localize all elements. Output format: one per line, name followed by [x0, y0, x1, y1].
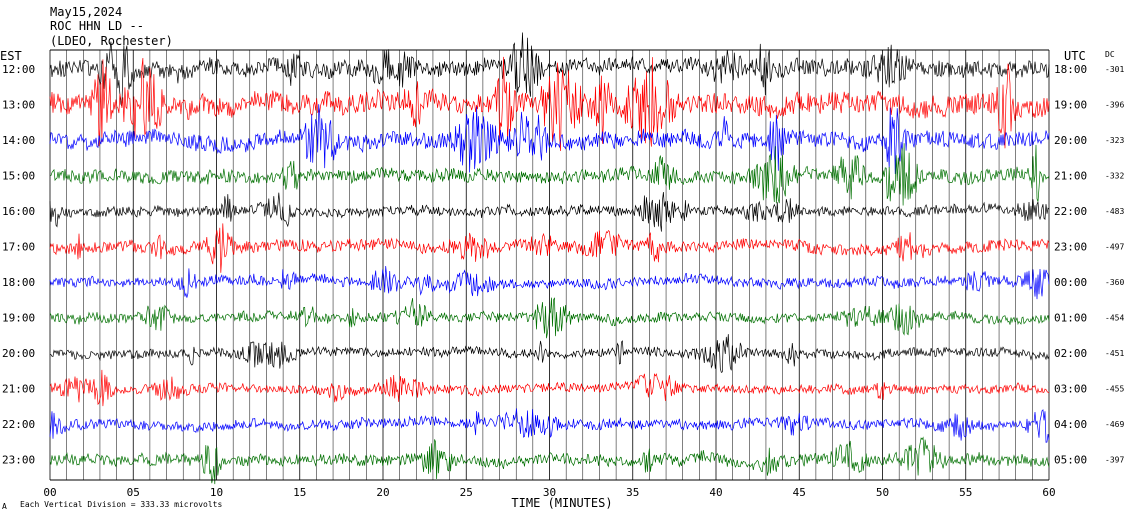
utc-hour-label: 03:00: [1054, 383, 1087, 396]
trace-row: [49, 104, 1050, 175]
header-date: May15,2024: [50, 5, 122, 19]
header-station: ROC HHN LD --: [50, 19, 144, 33]
dc-offset-label: -454: [1105, 314, 1124, 323]
utc-hour-label: 21:00: [1054, 170, 1087, 183]
x-tick-label: 60: [1042, 486, 1055, 499]
est-hour-label: 13:00: [2, 99, 35, 112]
dc-offset-label: -301: [1105, 65, 1124, 74]
trace-row: [49, 56, 1050, 152]
footer-symbol: A: [2, 502, 7, 511]
trace-row: [49, 334, 1050, 373]
utc-hour-label: 20:00: [1054, 134, 1087, 147]
x-tick-label: 25: [460, 486, 473, 499]
est-hour-label: 19:00: [2, 312, 35, 325]
x-axis-label: TIME (MINUTES): [511, 496, 612, 510]
trace-row: [49, 436, 1050, 485]
trace-row: [49, 192, 1050, 232]
trace-row: [49, 32, 1050, 107]
plot-frame: [50, 49, 1049, 481]
dc-offset-label: -455: [1105, 385, 1124, 394]
est-hour-label: 12:00: [2, 63, 35, 76]
x-tick-label: 05: [127, 486, 140, 499]
x-tick-label: 35: [626, 486, 639, 499]
trace-row: [49, 143, 1050, 206]
dc-offset-label: -397: [1105, 456, 1124, 465]
est-hour-label: 22:00: [2, 418, 35, 431]
x-tick-label: 10: [210, 486, 223, 499]
utc-axis-title: UTC: [1064, 49, 1086, 63]
dc-offset-label: -497: [1105, 243, 1124, 252]
utc-hour-label: 04:00: [1054, 418, 1087, 431]
utc-hour-label: 23:00: [1054, 241, 1087, 254]
dc-offset-label: -332: [1105, 172, 1124, 181]
trace-row: [49, 297, 1050, 339]
x-tick-label: 30: [543, 486, 556, 499]
est-hour-label: 20:00: [2, 347, 35, 360]
utc-hour-label: 01:00: [1054, 312, 1087, 325]
x-tick-label: 50: [876, 486, 889, 499]
x-tick-label: 15: [293, 486, 306, 499]
est-hour-label: 15:00: [2, 170, 35, 183]
est-axis-title: EST: [0, 49, 22, 63]
utc-hour-label: 22:00: [1054, 205, 1087, 218]
utc-hour-label: 18:00: [1054, 63, 1087, 76]
x-tick-label: 55: [959, 486, 972, 499]
utc-hour-label: 02:00: [1054, 347, 1087, 360]
utc-hour-label: 05:00: [1054, 454, 1087, 467]
dc-offset-label: -323: [1105, 136, 1124, 145]
est-hour-label: 21:00: [2, 383, 35, 396]
trace-row: [49, 265, 1050, 300]
x-tick-label: 40: [709, 486, 722, 499]
dc-offset-label: -469: [1105, 420, 1124, 429]
trace-row: [49, 369, 1049, 407]
est-hour-label: 16:00: [2, 205, 35, 218]
est-hour-label: 17:00: [2, 241, 35, 254]
utc-hour-label: 19:00: [1054, 99, 1087, 112]
footer-scale: Each Vertical Division = 333.33 microvol…: [20, 500, 222, 509]
x-tick-label: 00: [43, 486, 56, 499]
minute-grid: [49, 50, 1050, 480]
utc-hour-label: 00:00: [1054, 276, 1087, 289]
dc-offset-label: -451: [1105, 349, 1124, 358]
trace-row: [49, 223, 1050, 273]
dc-offset-label: -396: [1105, 101, 1124, 110]
seismic-traces: [49, 32, 1050, 485]
header-network: (LDEO, Rochester): [50, 34, 173, 48]
dc-offset-label: -483: [1105, 207, 1124, 216]
x-axis-ticks: 00 05 10 15 20 25 30 35 40 45 50 55 60: [43, 486, 1055, 499]
est-hour-label: 14:00: [2, 134, 35, 147]
est-hour-label: 18:00: [2, 276, 35, 289]
trace-row: [49, 408, 1050, 443]
x-tick-label: 20: [376, 486, 389, 499]
x-tick-label: 45: [793, 486, 806, 499]
dc-offset-label: -360: [1105, 278, 1124, 287]
row-labels: 12:00 18:00 -301 13:00 19:00 -396 14:00 20:00 -3…: [2, 63, 1124, 467]
dc-column-title: DC: [1105, 50, 1115, 59]
est-hour-label: 23:00: [2, 454, 35, 467]
